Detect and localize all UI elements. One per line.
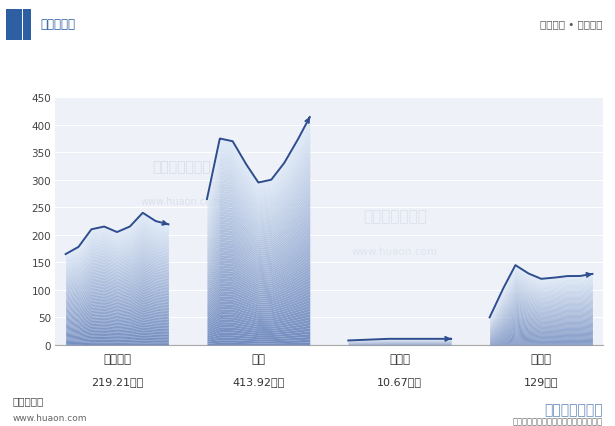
Text: 寿险: 寿险 bbox=[252, 352, 265, 365]
Text: 129亿元: 129亿元 bbox=[524, 377, 558, 387]
Text: 财产保险: 财产保险 bbox=[103, 352, 131, 365]
Text: 专业严谨 • 客观科学: 专业严谨 • 客观科学 bbox=[540, 20, 603, 29]
Text: 10.67亿元: 10.67亿元 bbox=[377, 377, 422, 387]
Bar bbox=[6, 10, 22, 41]
Text: 华经产业研究院: 华经产业研究院 bbox=[363, 209, 427, 224]
Text: 华经情报网: 华经情报网 bbox=[40, 18, 75, 31]
Text: www.huaon.com: www.huaon.com bbox=[12, 413, 87, 422]
Text: 华经产业研究院: 华经产业研究院 bbox=[544, 402, 603, 416]
Text: 意外险: 意外险 bbox=[389, 352, 410, 365]
Bar bbox=[23, 10, 31, 41]
Text: 健康险: 健康险 bbox=[531, 352, 552, 365]
Text: 数据来源：保监会；华经产业研究院整理: 数据来源：保监会；华经产业研究院整理 bbox=[513, 416, 603, 426]
Text: 219.21亿元: 219.21亿元 bbox=[91, 377, 143, 387]
Text: www.huaon.com: www.huaon.com bbox=[141, 197, 221, 207]
Text: 413.92亿元: 413.92亿元 bbox=[232, 377, 285, 387]
Text: 华经产业研究院: 华经产业研究院 bbox=[152, 160, 210, 174]
Text: 2016-2024年1-10月内蒙古保险分险种收入统计: 2016-2024年1-10月内蒙古保险分险种收入统计 bbox=[161, 66, 454, 83]
Text: www.huaon.com: www.huaon.com bbox=[352, 246, 438, 256]
Text: 单位：亿元: 单位：亿元 bbox=[12, 395, 44, 406]
